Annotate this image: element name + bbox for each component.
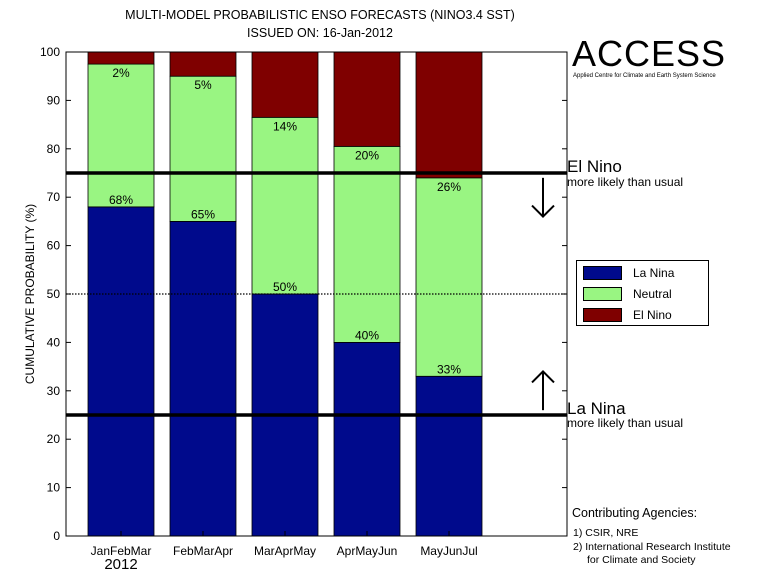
x-tick-label-4: AprMayJun [337, 544, 398, 558]
el-nino-note-title: El Nino [567, 157, 622, 176]
legend-swatch-el-nino [583, 308, 622, 322]
legend-item-neutral: Neutral [583, 284, 703, 302]
contributors-title: Contributing Agencies: [572, 506, 698, 520]
access-tagline: Applied Centre for Climate and Earth Sys… [573, 73, 716, 79]
data-label-la-nina-3: 50% [273, 280, 297, 294]
x-tick-label-1: JanFebMar [91, 544, 152, 558]
bar-el-nino-1 [87, 51, 155, 65]
bar-el-nino-5 [415, 51, 483, 179]
data-label-la-nina-1: 68% [109, 193, 133, 207]
bar-el-nino-4 [333, 51, 401, 147]
bar-la-nina-4 [333, 341, 401, 537]
data-label-la-nina-2: 65% [191, 207, 215, 221]
legend-item-el-nino: El Nino [583, 305, 703, 323]
bar-el-nino-2 [169, 51, 237, 77]
x-year-label: 2012 [104, 556, 137, 569]
legend-item-la-nina: La Nina [583, 263, 703, 281]
bar-neutral-3 [251, 116, 319, 295]
arrow-up-icon [531, 370, 555, 384]
legend: La Nina Neutral El Nino [576, 260, 709, 326]
data-label-la-nina-4: 40% [355, 328, 379, 342]
y-tick-label-60: 60 [47, 239, 61, 253]
bar-neutral-5 [415, 177, 483, 377]
reference-lines [66, 171, 567, 417]
data-label-el-nino-1: 2% [112, 66, 130, 80]
data-label-el-nino-5: 26% [437, 180, 461, 194]
x-tick-label-3: MarAprMay [254, 544, 316, 558]
legend-label-el-nino: El Nino [633, 308, 672, 322]
chart-subtitle: ISSUED ON: 16-Jan-2012 [247, 26, 393, 40]
x-tick-label-5: MayJunJul [420, 544, 477, 558]
y-tick-label-80: 80 [47, 142, 61, 156]
axes-layer: 0 10 20 30 40 50 60 70 80 90 100 JanFebMar FebMarApr… [23, 45, 568, 569]
data-labels-layer: 68% 2% 65% 5% 50% 14% 40% 20% 33% 26% [109, 66, 461, 376]
legend-label-la-nina: La Nina [633, 266, 675, 280]
bar-el-nino-3 [251, 51, 319, 118]
legend-label-neutral: Neutral [633, 287, 672, 301]
access-logo: ACCESS [572, 33, 727, 74]
data-label-el-nino-2: 5% [194, 78, 212, 92]
bar-neutral-1 [87, 63, 155, 208]
contributor-1: 1) CSIR, NRE [573, 527, 639, 539]
bar-la-nina-2 [169, 220, 237, 537]
chart-title: MULTI-MODEL PROBABILISTIC ENSO FORECASTS… [125, 8, 515, 22]
y-tick-label-0: 0 [53, 529, 60, 543]
y-tick-label-40: 40 [47, 335, 61, 349]
data-label-el-nino-4: 20% [355, 148, 379, 162]
la-nina-note-sub: more likely than usual [567, 416, 684, 430]
y-tick-label-100: 100 [40, 45, 60, 59]
contributor-2-cont: for Climate and Society [587, 554, 696, 566]
legend-swatch-la-nina [583, 266, 622, 280]
data-label-el-nino-3: 14% [273, 119, 297, 133]
y-tick-label-50: 50 [47, 287, 61, 301]
x-tick-label-2: FebMarApr [173, 544, 233, 558]
bar-neutral-4 [333, 145, 401, 343]
bar-neutral-2 [169, 75, 237, 222]
legend-swatch-neutral [583, 287, 622, 301]
data-label-la-nina-5: 33% [437, 362, 461, 376]
contributor-2: 2) International Research Institute [573, 541, 731, 553]
y-axis-label: CUMULATIVE PROBABILITY (%) [23, 204, 37, 384]
bar-la-nina-5 [415, 375, 483, 537]
el-nino-note-sub: more likely than usual [567, 175, 684, 189]
la-nina-note-title: La Nina [567, 399, 626, 418]
arrows-layer [531, 177, 555, 411]
y-tick-label-10: 10 [47, 481, 61, 495]
bar-la-nina-1 [87, 206, 155, 537]
y-tick-label-20: 20 [47, 432, 61, 446]
arrow-down-icon [531, 204, 555, 218]
y-tick-label-90: 90 [47, 93, 61, 107]
y-tick-label-70: 70 [47, 190, 61, 204]
bars-layer [87, 51, 483, 537]
y-tick-label-30: 30 [47, 384, 61, 398]
